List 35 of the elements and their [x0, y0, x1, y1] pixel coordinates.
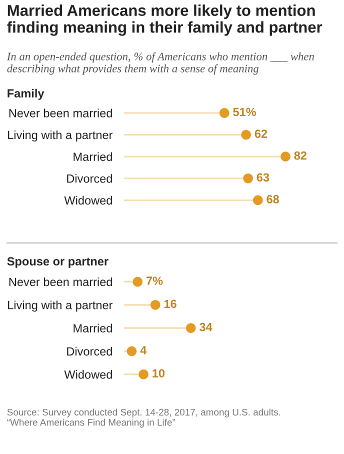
point: [243, 173, 253, 184]
y-tick-label: Divorced: [67, 174, 112, 183]
data-label: 68: [266, 195, 280, 204]
chart-subtitle: In an open-ended question, % of Americans who mention ___ when describing what provides them with a sense of meaning: [6, 52, 314, 75]
chart-title: Married Americans more likely to mention finding meaning in their family and partner: [7, 4, 322, 36]
point: [280, 152, 290, 162]
point: [253, 195, 263, 206]
point: [150, 300, 160, 310]
data-label: 34: [199, 322, 212, 332]
y-tick-label: Married: [74, 152, 112, 161]
y-tick-label: Married: [74, 324, 112, 332]
y-tick-label: Never been married: [9, 108, 112, 118]
y-tick-label: Never been married: [9, 277, 112, 286]
data-label: 4: [140, 346, 147, 354]
point: [241, 130, 251, 140]
point: [126, 346, 137, 356]
y-tick-label: Widowed: [64, 370, 112, 379]
y-tick-label: Living with a partner: [8, 130, 113, 142]
point: [186, 323, 196, 333]
y-tick-label: Widowed: [64, 196, 112, 205]
data-label: 62: [254, 130, 268, 138]
data-label: 82: [294, 151, 307, 160]
source-note: Source: Survey conducted Sept. 14-28, 2017, among U.S. adults. “Where Americans Find Meaning in Life”: [7, 408, 280, 428]
y-tick-label: Living with a partner: [8, 300, 113, 312]
point: [138, 369, 148, 380]
data-label: 7%: [146, 276, 163, 285]
data-label: 63: [256, 173, 270, 182]
point: [219, 108, 230, 118]
data-label: 51%: [233, 108, 256, 116]
point: [132, 276, 143, 287]
y-axis-title: Spouse or partner: [7, 257, 108, 268]
data-label: 16: [164, 300, 176, 308]
data-label: 10: [152, 369, 165, 378]
y-tick-label: Divorced: [67, 346, 112, 356]
y-axis-title: Family: [8, 88, 44, 100]
